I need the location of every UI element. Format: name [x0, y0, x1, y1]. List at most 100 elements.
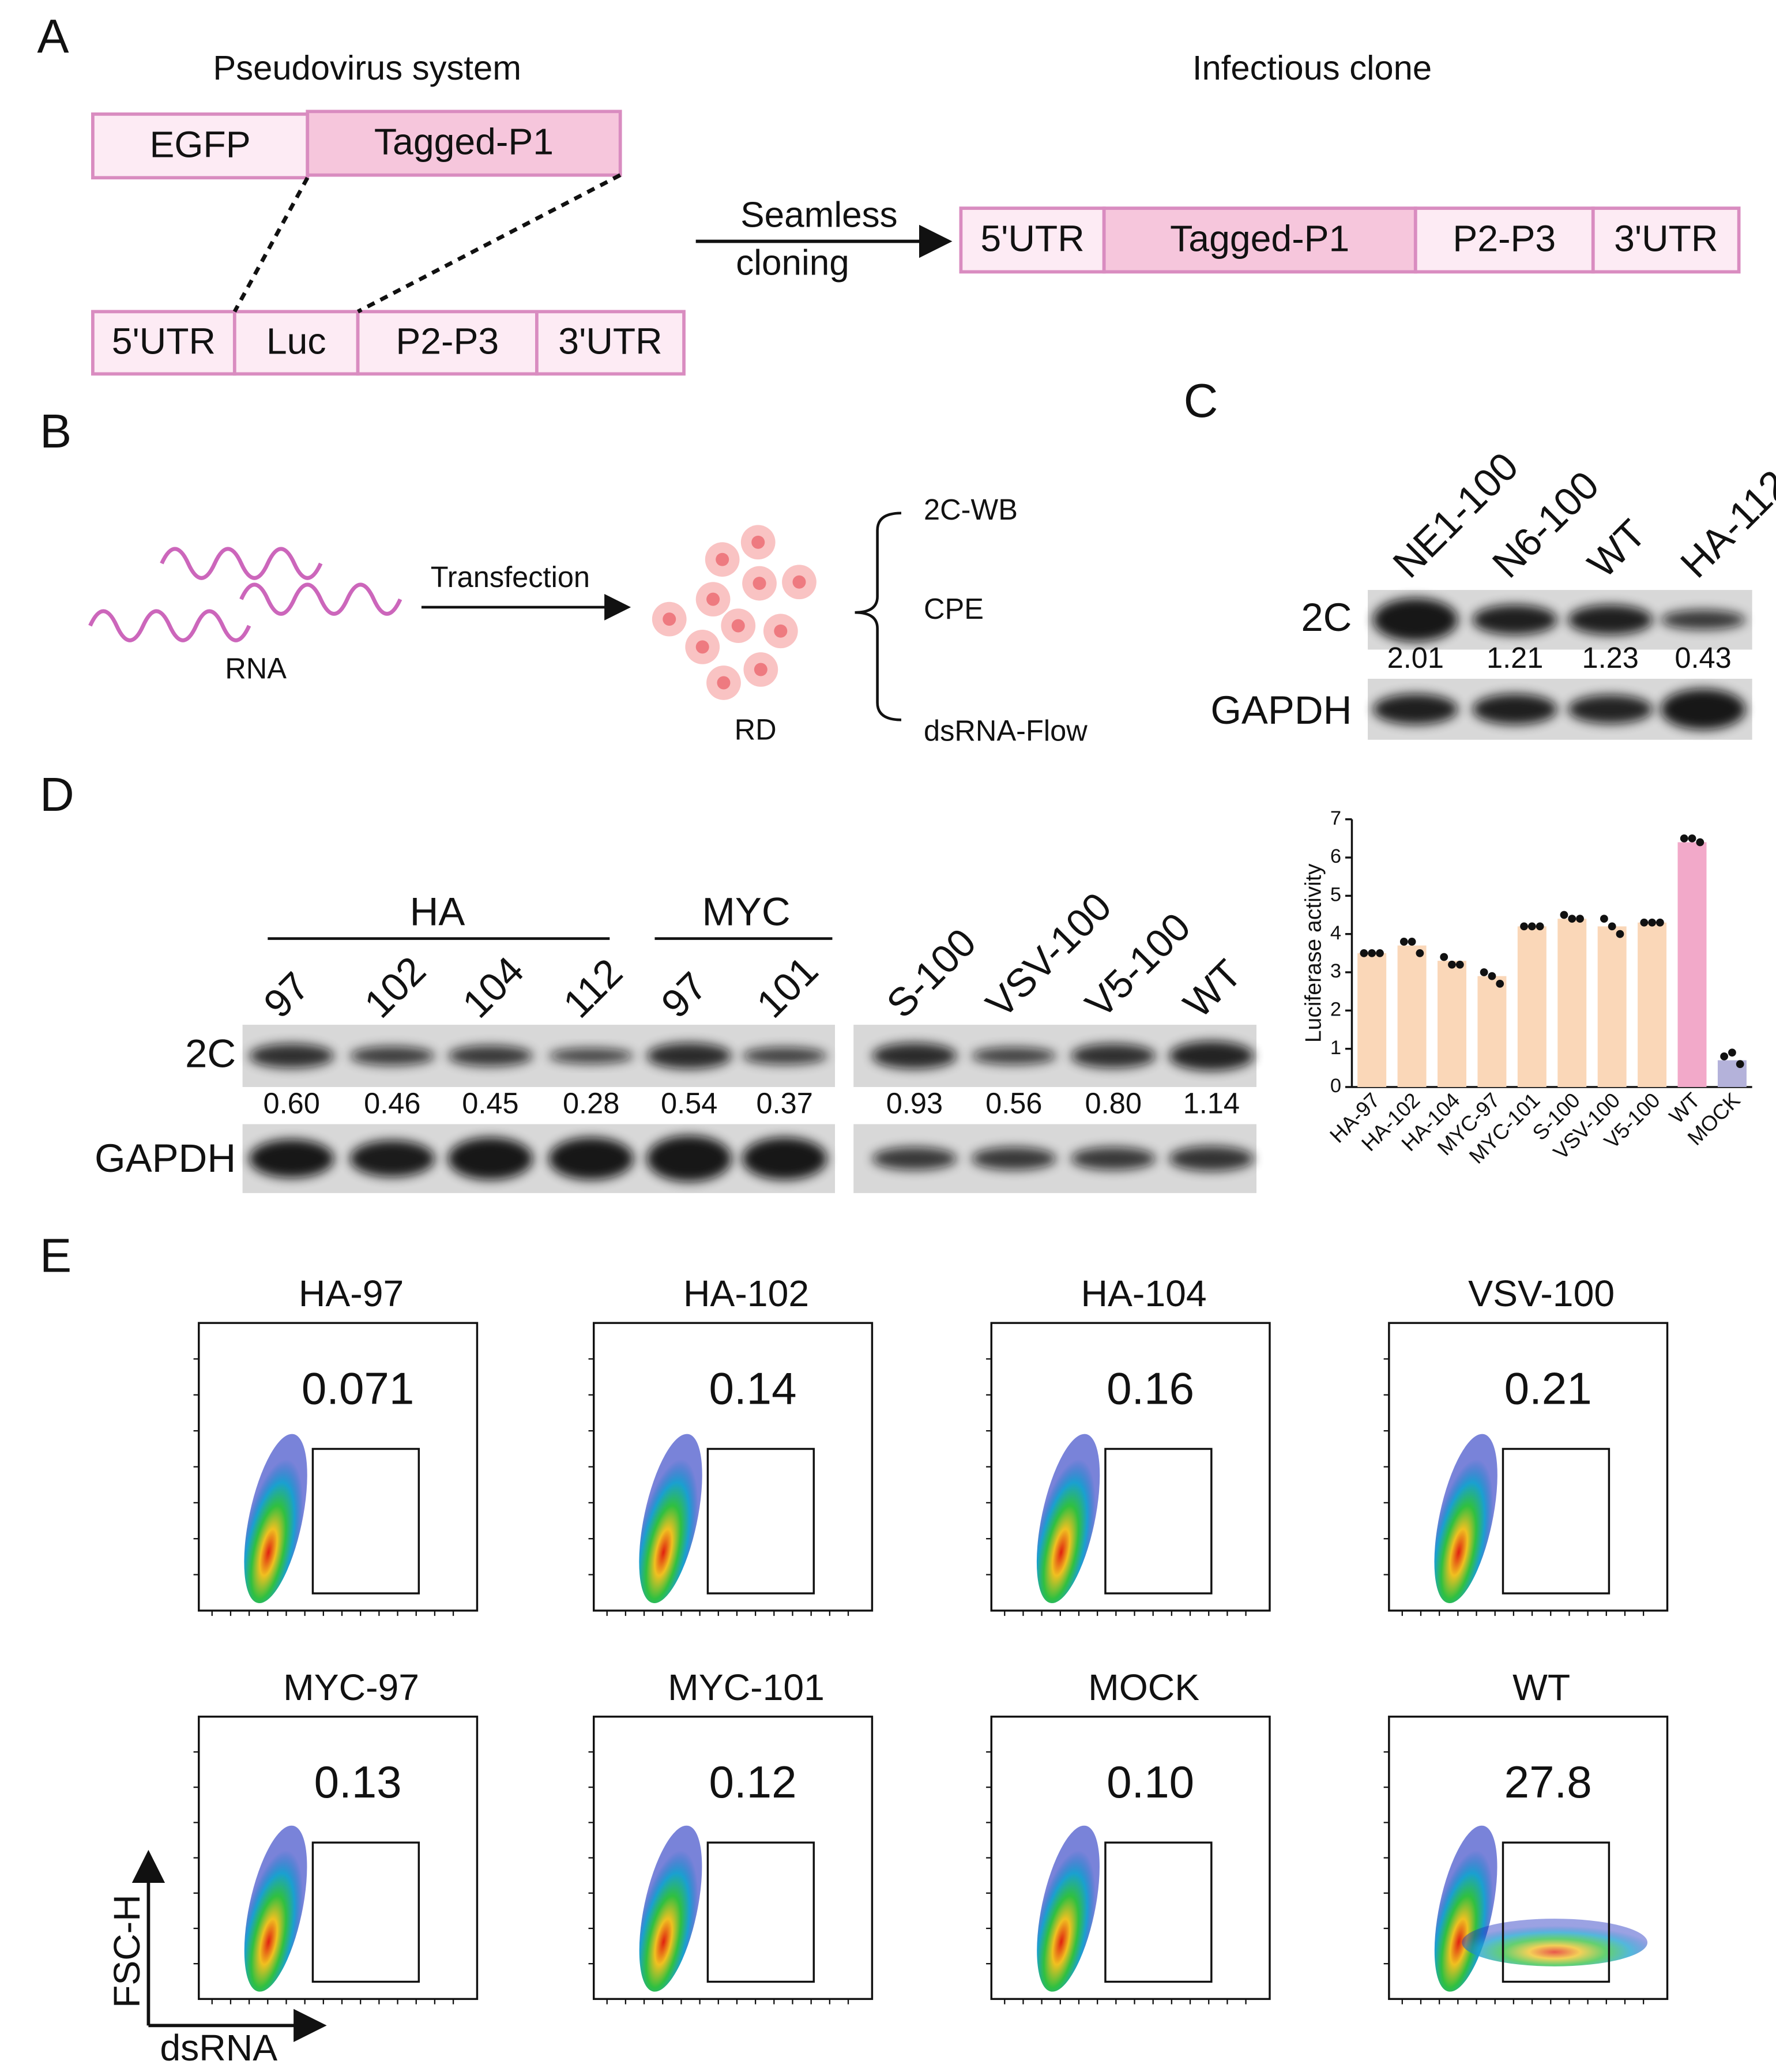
- plot-title: MYC-97: [283, 1667, 419, 1708]
- lane-label: WT: [1175, 952, 1250, 1026]
- plot-title: MYC-101: [668, 1667, 825, 1708]
- replicate-point: [1536, 922, 1544, 931]
- quantification: 0.54: [661, 1087, 717, 1120]
- band: [249, 1043, 334, 1069]
- construct-box: [1591, 206, 1741, 274]
- cell-nucleus: [706, 592, 720, 606]
- band: [646, 1043, 732, 1069]
- quantification: 0.93: [886, 1087, 943, 1120]
- replicate-point: [1520, 922, 1528, 931]
- row-label: 2C: [1301, 595, 1352, 640]
- readout: CPE: [924, 592, 984, 625]
- quantification: 0.43: [1675, 641, 1731, 674]
- cell-nucleus: [792, 575, 806, 589]
- gate: [311, 1841, 420, 1983]
- replicate-point: [1576, 915, 1584, 923]
- bar: [1357, 953, 1387, 1087]
- band: [872, 1043, 957, 1069]
- quantification: 0.46: [364, 1087, 420, 1120]
- group-label: MYC: [702, 889, 790, 934]
- axis-label: dsRNA: [160, 2027, 277, 2069]
- quantification: 0.60: [263, 1087, 319, 1120]
- cell-nucleus: [695, 640, 709, 654]
- replicate-point: [1488, 972, 1496, 980]
- quantification: 1.23: [1582, 641, 1638, 674]
- band: [447, 1137, 533, 1180]
- blot: [242, 1124, 836, 1193]
- construct-label: P2-P3: [396, 321, 499, 362]
- replicate-point: [1680, 834, 1688, 843]
- construct-label: P2-P3: [1453, 218, 1556, 260]
- caption: RNA: [225, 652, 287, 685]
- group-label: HA: [410, 889, 465, 934]
- quantification: 0.28: [563, 1087, 619, 1120]
- plot-title: HA-97: [299, 1273, 404, 1314]
- y-tick-label: 4: [1330, 922, 1341, 944]
- band: [1472, 694, 1557, 725]
- title: Pseudovirus system: [213, 48, 521, 87]
- bar: [1638, 922, 1667, 1087]
- y-tick-label: 1: [1330, 1037, 1341, 1059]
- y-tick-label: 0: [1330, 1075, 1341, 1097]
- construct-box: [535, 310, 686, 376]
- gate: [706, 1841, 815, 1983]
- event-cloud: [639, 1434, 702, 1603]
- arrow-label: Seamless: [740, 195, 897, 235]
- band: [548, 1048, 634, 1064]
- y-tick-label: 6: [1330, 845, 1341, 867]
- cell-nucleus: [717, 676, 731, 690]
- replicate-point: [1648, 918, 1656, 927]
- gate: [706, 1447, 815, 1595]
- lane-label: 104: [454, 948, 532, 1026]
- row-label: GAPDH: [1210, 688, 1352, 732]
- readout: 2C-WB: [924, 493, 1018, 526]
- band: [249, 1139, 334, 1178]
- y-tick-label: 3: [1330, 960, 1341, 982]
- band: [872, 1147, 957, 1171]
- lane-label: S-100: [878, 920, 985, 1026]
- band: [548, 1137, 634, 1180]
- construct-label: Tagged-P1: [1170, 218, 1349, 260]
- arrow-label: cloning: [736, 243, 849, 283]
- band: [447, 1045, 533, 1067]
- event-cloud: [1434, 1825, 1497, 1992]
- row-label: GAPDH: [95, 1136, 236, 1180]
- rna-strand: [88, 609, 251, 642]
- replicate-point: [1480, 968, 1488, 976]
- arrow-label: Transfection: [431, 561, 590, 593]
- band: [1568, 604, 1653, 635]
- band: [1071, 1043, 1156, 1069]
- replicate-point: [1688, 834, 1696, 843]
- band: [1373, 694, 1458, 725]
- event-cloud: [244, 1434, 307, 1603]
- dashed-link: [232, 176, 310, 313]
- bar: [1677, 842, 1707, 1087]
- plot-title: HA-102: [683, 1273, 809, 1314]
- lane-label: 97: [255, 964, 318, 1026]
- construct-box: [1413, 206, 1595, 274]
- replicate-point: [1376, 949, 1384, 957]
- blot: [242, 1024, 836, 1087]
- band: [1661, 610, 1746, 630]
- band: [971, 1047, 1056, 1065]
- plot-title: HA-104: [1081, 1273, 1207, 1314]
- bar: [1597, 926, 1627, 1087]
- quantification: 0.80: [1085, 1087, 1142, 1120]
- replicate-point: [1720, 1052, 1729, 1061]
- construct-box: [306, 110, 622, 177]
- plot-title: WT: [1512, 1667, 1570, 1708]
- band: [1568, 694, 1653, 724]
- construct-label: EGFP: [149, 123, 250, 165]
- replicate-point: [1560, 911, 1568, 919]
- replicate-point: [1440, 953, 1448, 961]
- cell-nucleus: [716, 552, 729, 566]
- band: [349, 1140, 435, 1177]
- replicate-point: [1736, 1060, 1744, 1069]
- replicate-point: [1408, 938, 1416, 946]
- rna-strand: [160, 547, 323, 580]
- rna-strand: [239, 582, 402, 616]
- readout: dsRNA-Flow: [924, 715, 1088, 747]
- y-tick-label: 7: [1330, 807, 1341, 829]
- gate-value: 27.8: [1504, 1757, 1592, 1807]
- lane-label: WT: [1579, 511, 1654, 586]
